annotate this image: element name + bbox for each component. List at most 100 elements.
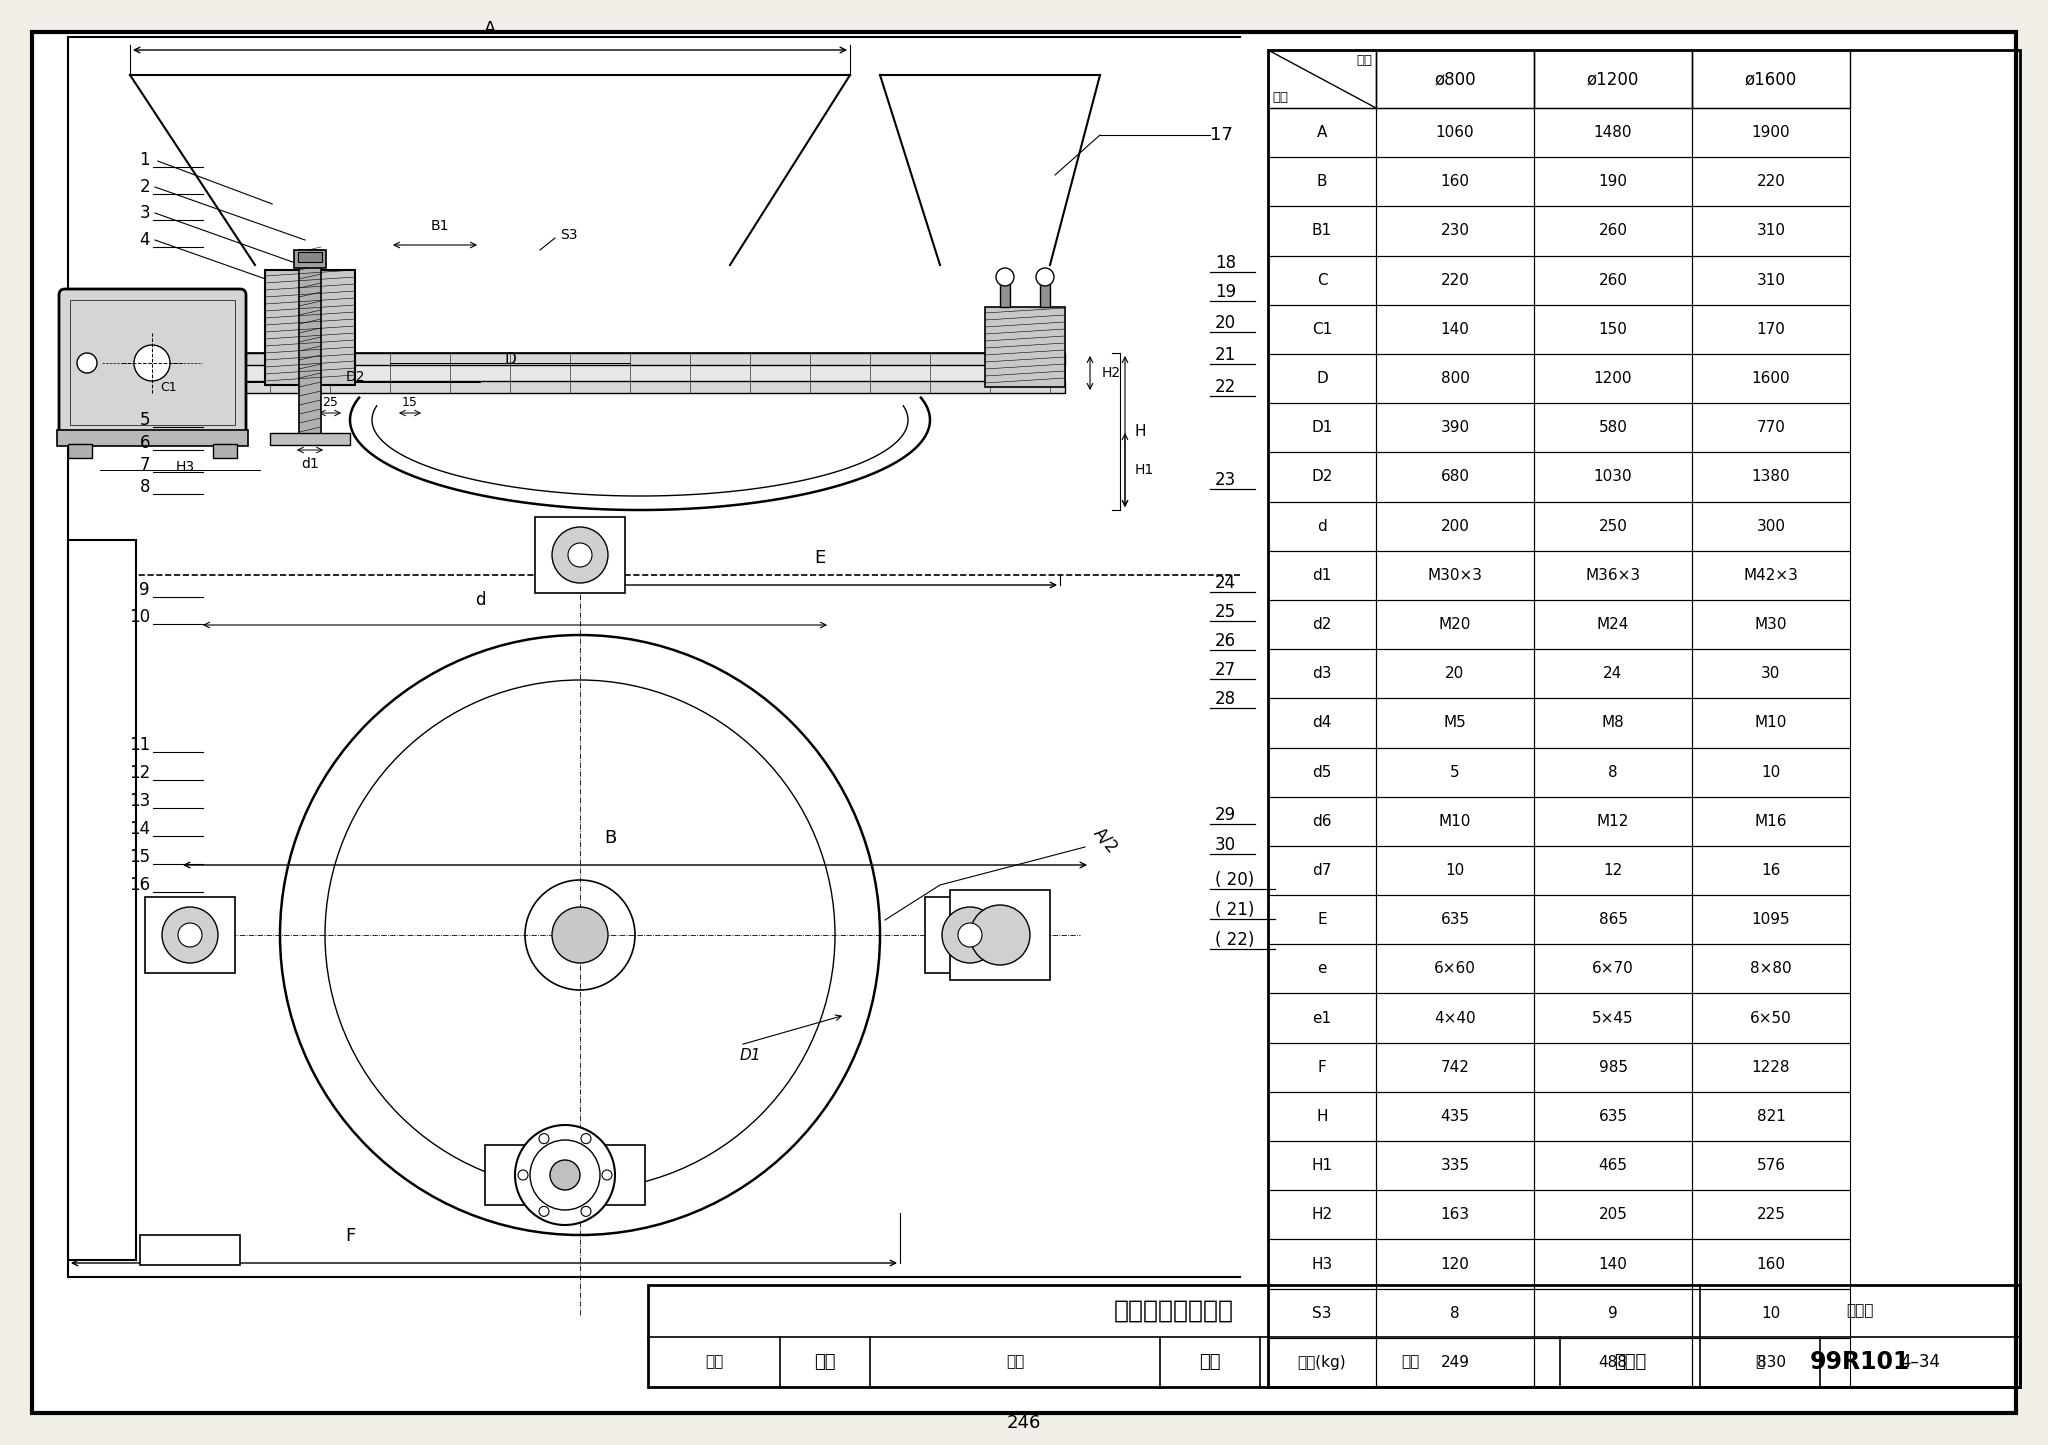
Text: 系列: 系列 [1356, 53, 1372, 66]
Text: 30: 30 [1761, 666, 1780, 681]
Text: 某仓卸料器（一）: 某仓卸料器（一） [1114, 1299, 1235, 1324]
Text: 160: 160 [1440, 175, 1470, 189]
Bar [950, 890, 1051, 980]
Text: 465: 465 [1599, 1157, 1628, 1173]
Bar [1376, 600, 1534, 649]
Text: D2: D2 [346, 370, 365, 384]
Bar [1376, 207, 1534, 256]
Bar [1268, 1338, 1376, 1387]
Text: B1: B1 [1313, 224, 1331, 238]
Bar [1268, 894, 1376, 944]
Text: B: B [604, 829, 616, 847]
Circle shape [602, 1170, 612, 1181]
Bar [1534, 551, 1692, 600]
Bar [1692, 501, 1849, 551]
Text: 1900: 1900 [1751, 126, 1790, 140]
Text: 300: 300 [1757, 519, 1786, 533]
Bar [1692, 649, 1849, 698]
Text: 21: 21 [1214, 345, 1237, 364]
Bar [240, 353, 1065, 393]
Text: 1200: 1200 [1593, 371, 1632, 386]
Bar [1534, 158, 1692, 207]
Text: 22: 22 [1214, 379, 1237, 396]
Text: d1: d1 [1313, 568, 1331, 582]
Bar [1692, 994, 1849, 1043]
Bar [57, 431, 248, 447]
Text: 10: 10 [1761, 1306, 1780, 1321]
Text: ( 22): ( 22) [1214, 931, 1253, 949]
Text: A: A [1317, 126, 1327, 140]
Bar [1534, 747, 1692, 796]
Bar [1268, 403, 1376, 452]
Text: 5: 5 [1450, 764, 1460, 780]
Text: D1: D1 [1311, 420, 1333, 435]
Bar [1534, 108, 1692, 158]
Bar [1692, 600, 1849, 649]
Circle shape [582, 1207, 592, 1217]
Bar [535, 517, 625, 592]
Text: H1: H1 [1311, 1157, 1333, 1173]
Bar [1268, 1142, 1376, 1191]
Bar [1692, 452, 1849, 501]
Text: M24: M24 [1597, 617, 1630, 631]
Text: 1480: 1480 [1593, 126, 1632, 140]
Text: 18: 18 [1214, 254, 1237, 272]
Text: ø1200: ø1200 [1587, 69, 1638, 88]
Bar [1268, 354, 1376, 403]
Text: H3: H3 [1311, 1257, 1333, 1272]
Text: 16: 16 [1761, 863, 1780, 879]
Text: d4: d4 [1313, 715, 1331, 730]
Text: M30: M30 [1755, 617, 1788, 631]
Bar [1534, 1289, 1692, 1338]
Text: 13: 13 [129, 792, 150, 811]
Bar [1534, 1240, 1692, 1289]
Text: 150: 150 [1599, 322, 1628, 337]
Bar [1268, 796, 1376, 845]
Text: 230: 230 [1440, 224, 1470, 238]
Circle shape [539, 1134, 549, 1143]
Bar [139, 1235, 240, 1264]
Text: H2: H2 [1311, 1208, 1333, 1222]
Bar [1376, 1043, 1534, 1092]
Bar [1534, 845, 1692, 894]
Text: d: d [1317, 519, 1327, 533]
Text: 10: 10 [129, 608, 150, 626]
Text: 635: 635 [1440, 912, 1470, 928]
Bar [1534, 256, 1692, 305]
Text: 865: 865 [1599, 912, 1628, 928]
Text: 1600: 1600 [1751, 371, 1790, 386]
Bar [1376, 747, 1534, 796]
Bar [1268, 944, 1376, 994]
Bar [1040, 282, 1051, 306]
Bar [1268, 1092, 1376, 1142]
Bar [1376, 501, 1534, 551]
Text: A: A [483, 20, 496, 38]
Bar [1534, 994, 1692, 1043]
Text: F: F [1317, 1059, 1327, 1075]
Bar [68, 540, 135, 1260]
Text: D: D [504, 353, 516, 367]
Text: H: H [1317, 1108, 1327, 1124]
Text: d2: d2 [1313, 617, 1331, 631]
Circle shape [530, 1140, 600, 1209]
Bar [1376, 944, 1534, 994]
Text: 260: 260 [1599, 224, 1628, 238]
Bar [999, 282, 1010, 306]
Text: 249: 249 [1440, 1355, 1470, 1370]
Bar [926, 897, 1016, 972]
Bar [1692, 158, 1849, 207]
Bar [1268, 501, 1376, 551]
Bar [1692, 354, 1849, 403]
Circle shape [942, 907, 997, 962]
Bar [1376, 1338, 1534, 1387]
Text: B1: B1 [430, 220, 449, 233]
Text: 20: 20 [1214, 314, 1237, 332]
Text: D1: D1 [739, 1048, 760, 1062]
Bar [1534, 403, 1692, 452]
Bar [1376, 51, 1534, 108]
Bar [1376, 1092, 1534, 1142]
Text: 页: 页 [1755, 1354, 1765, 1370]
Text: d6: d6 [1313, 814, 1331, 829]
Text: 23: 23 [1214, 471, 1237, 488]
Bar [1268, 994, 1376, 1043]
